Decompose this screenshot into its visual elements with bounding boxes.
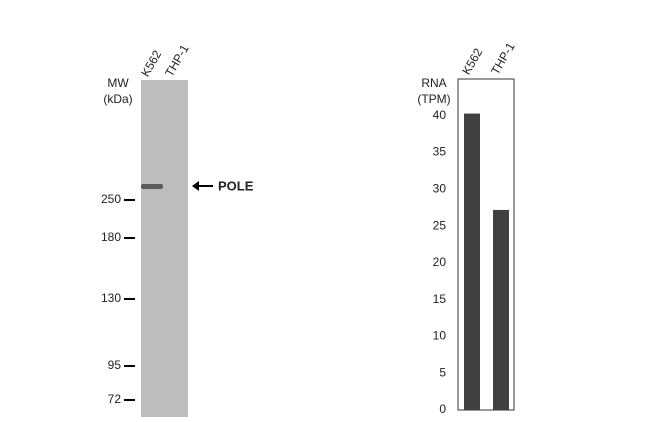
y-tick-label: 10 — [433, 329, 447, 343]
mw-label: MW — [107, 76, 129, 90]
marker-label: 250 — [101, 192, 121, 206]
marker-label: 72 — [108, 392, 122, 406]
x-tick-label: K562 — [459, 46, 485, 78]
y-axis-label: (TPM) — [417, 92, 450, 106]
x-tick-label: THP-1 — [488, 40, 518, 77]
blot-band — [141, 184, 163, 189]
bar — [464, 113, 480, 411]
chart-frame — [457, 78, 515, 411]
lane-label: THP-1 — [162, 42, 192, 79]
y-tick-label: 35 — [433, 145, 447, 159]
y-tick-label: 5 — [439, 365, 446, 379]
y-tick-label: 20 — [433, 255, 447, 269]
band-label: POLE — [218, 178, 254, 193]
arrow-head — [192, 181, 199, 191]
marker-label: 95 — [108, 358, 122, 372]
y-axis-label: RNA — [421, 76, 446, 90]
y-tick-label: 0 — [439, 402, 446, 416]
bar — [493, 209, 509, 410]
y-tick-label: 40 — [433, 108, 447, 122]
marker-label: 180 — [101, 230, 121, 244]
mw-label: (kDa) — [103, 92, 132, 106]
lane-label: K562 — [138, 48, 164, 80]
y-tick-label: 25 — [433, 218, 447, 232]
y-tick-label: 30 — [433, 182, 447, 196]
marker-label: 130 — [101, 291, 121, 305]
y-tick-label: 15 — [433, 292, 447, 306]
blot-membrane — [141, 80, 188, 417]
